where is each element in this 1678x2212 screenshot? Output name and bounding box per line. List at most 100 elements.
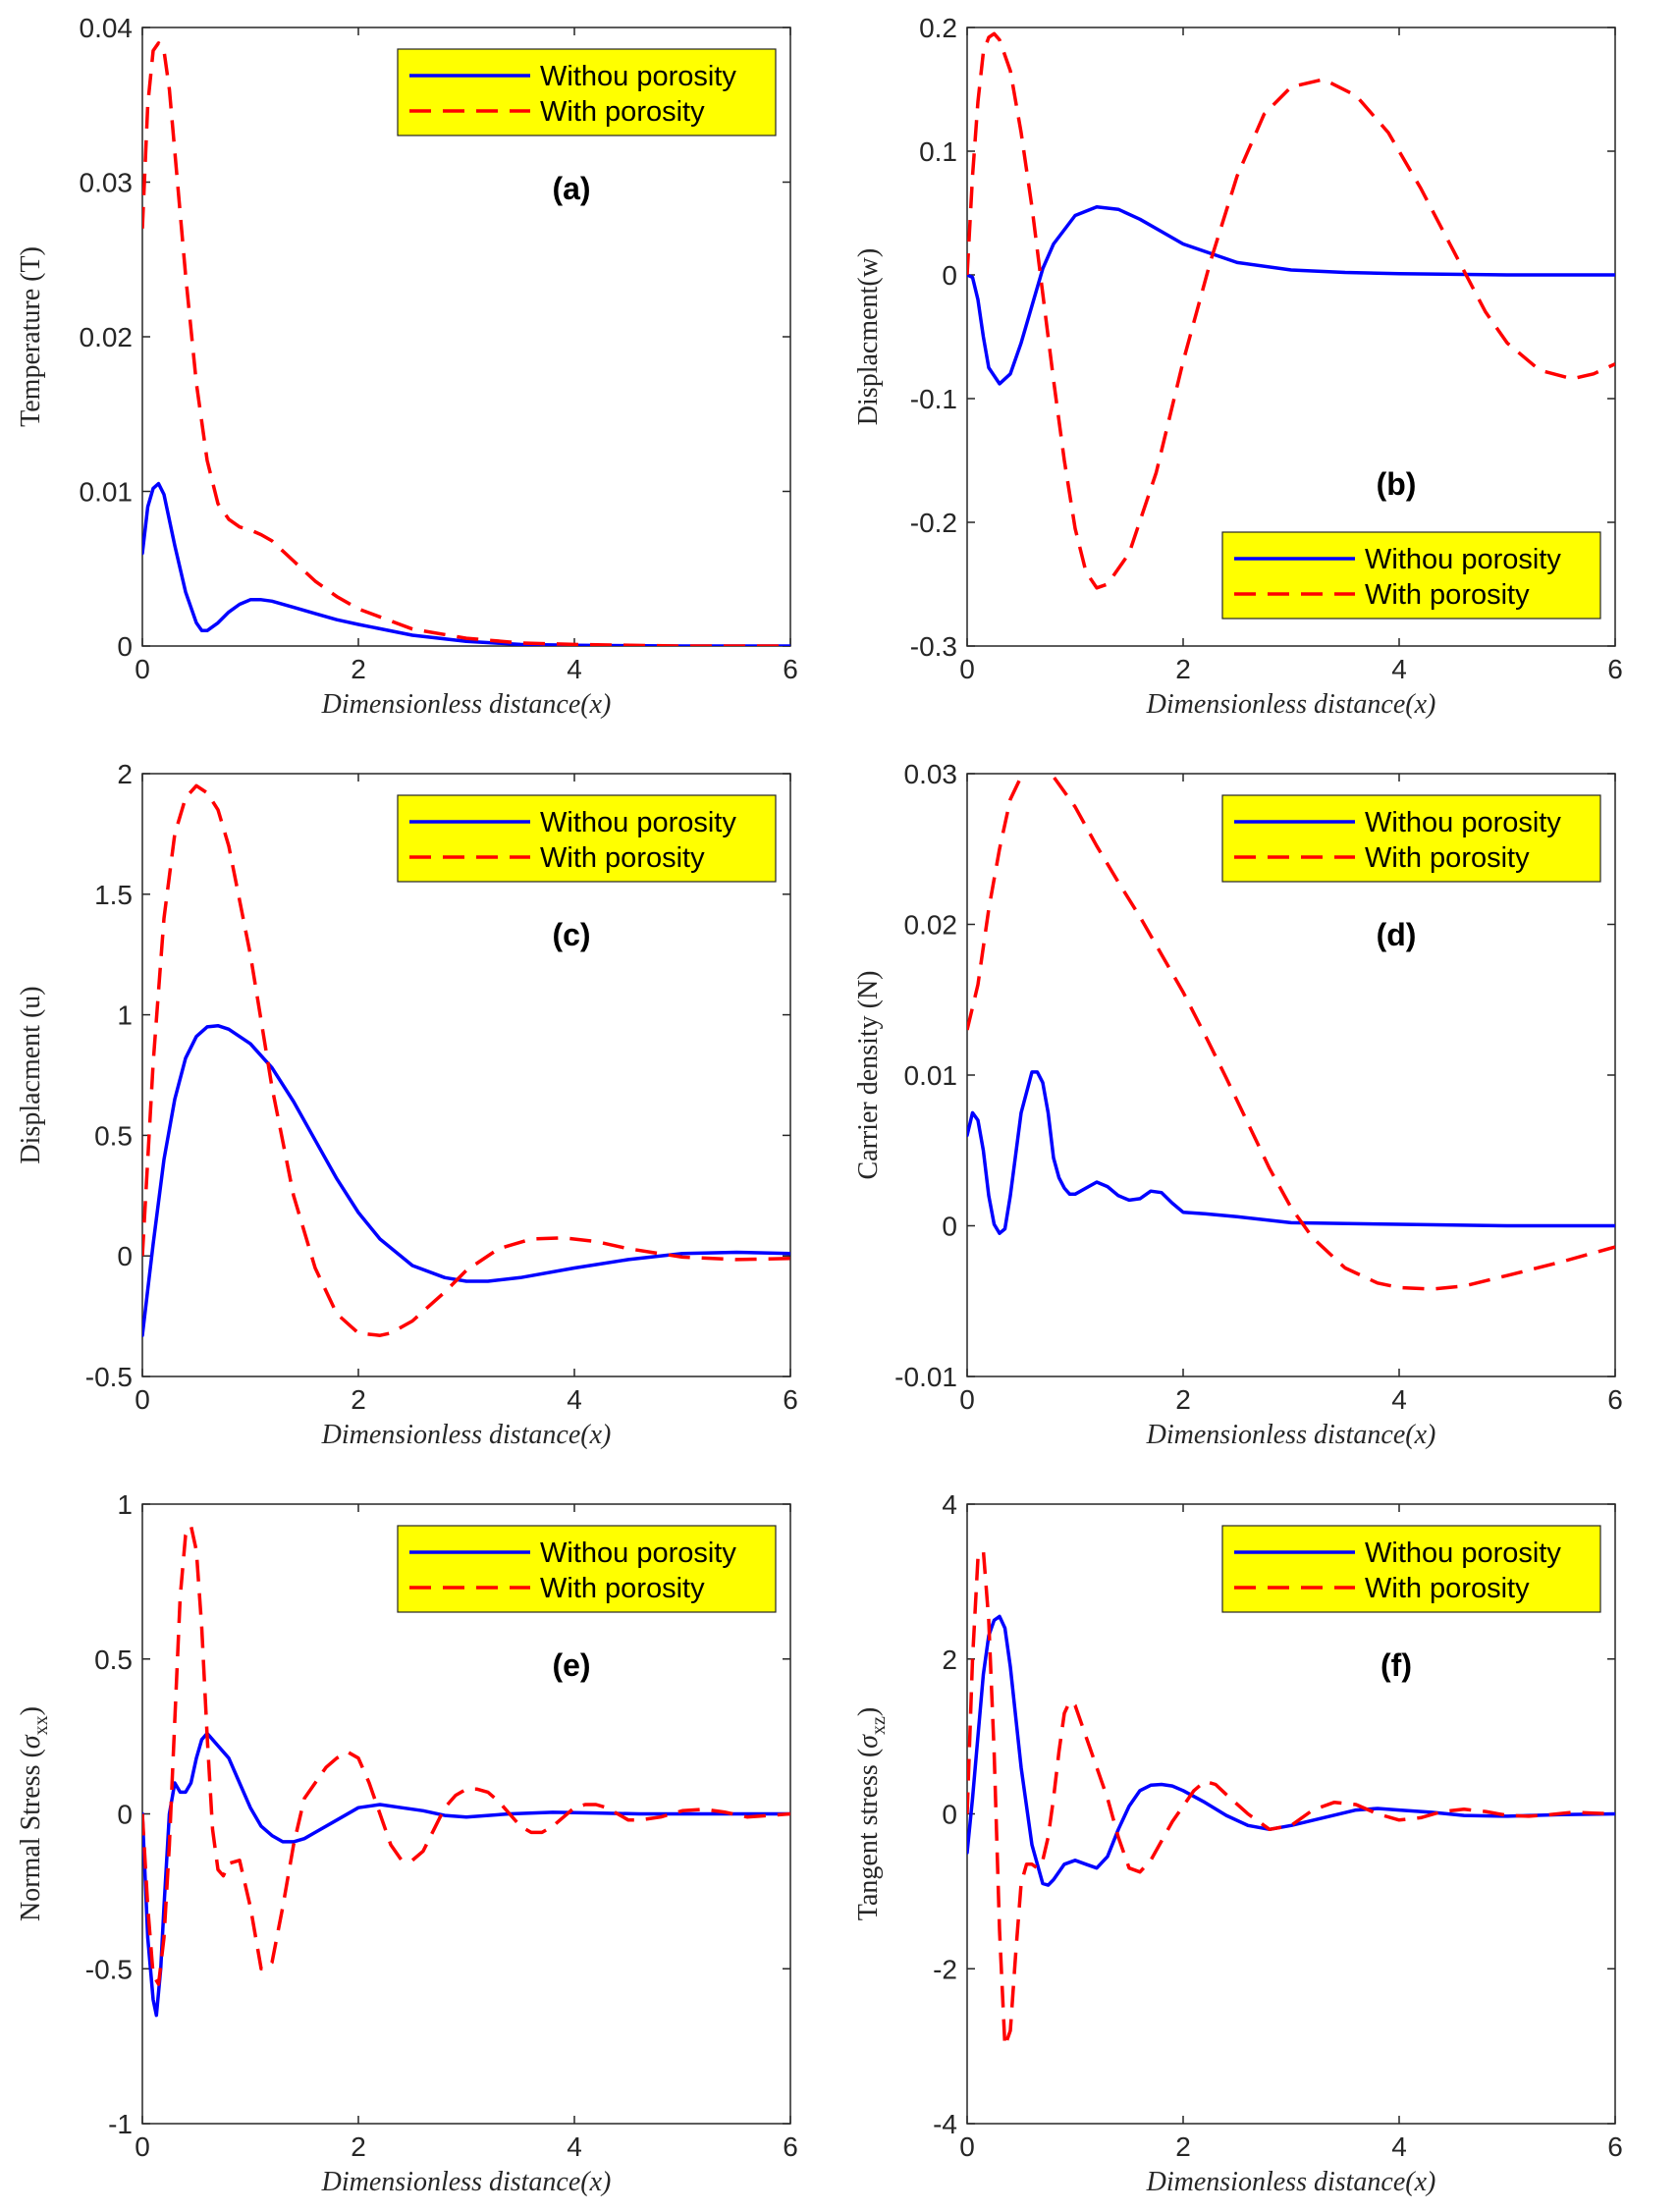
- y-tick-label: 0: [117, 1800, 133, 1830]
- y-tick-label: -0.01: [894, 1362, 957, 1392]
- y-tick-label: 0.2: [919, 13, 957, 43]
- y-tick-label: 2: [117, 759, 133, 789]
- y-tick-label: 0.03: [80, 168, 134, 198]
- x-tick-label: 4: [1391, 654, 1407, 684]
- x-tick-label: 2: [351, 1384, 366, 1415]
- legend-label-without: Withou porosity: [540, 1538, 736, 1569]
- x-tick-label: 4: [567, 654, 582, 684]
- x-tick-label: 2: [351, 654, 366, 684]
- x-tick-label: 2: [1175, 2131, 1191, 2162]
- x-tick-label: 2: [1175, 1384, 1191, 1415]
- y-axis-label: Displacment (u): [16, 986, 46, 1163]
- panel-b: 0 2 4 6 -0.3 -0.2 -0.1 0 0.1 0.2 Dimensionless dis…: [853, 13, 1623, 720]
- panel-label: (b): [1377, 466, 1417, 502]
- y-tick-label: -0.1: [910, 384, 957, 414]
- y-tick-label: 0.01: [904, 1060, 958, 1091]
- series-line-without-porosity: [967, 204, 1615, 386]
- y-axis-label-close: ): [16, 1706, 46, 1715]
- legend: Withou porosity With porosity: [397, 1525, 777, 1613]
- x-axis-label: Dimensionless distance(x): [321, 1420, 612, 1450]
- y-tick-label: 0.5: [94, 1120, 133, 1151]
- series-line-with-porosity: [142, 1524, 790, 1986]
- y-tick-label: 0: [942, 260, 957, 291]
- y-tick-label: 0.03: [904, 759, 958, 789]
- panel-f: 0 2 4 6 -4 -2 0 2 4 Dimensionless distance(x) Tang…: [853, 1489, 1623, 2197]
- series-group-a: [142, 41, 790, 646]
- x-tick-label: 6: [783, 2131, 798, 2162]
- legend-box: [1221, 531, 1601, 620]
- y-axis-label-subscript: xz: [868, 1716, 890, 1735]
- series-line-with-porosity: [967, 774, 1615, 1291]
- y-tick-label: 0.5: [94, 1645, 133, 1675]
- panel-label: (f): [1380, 1647, 1412, 1683]
- panel-label: (e): [552, 1647, 590, 1683]
- y-tick-label: 0.02: [80, 322, 134, 352]
- y-axis-label: Normal Stress (σxx): [16, 1706, 52, 1921]
- x-axis-label: Dimensionless distance(x): [1146, 1420, 1436, 1450]
- x-tick-label: 6: [783, 654, 798, 684]
- legend-box: [1221, 1525, 1601, 1613]
- x-tick-label: 0: [959, 1384, 975, 1415]
- y-tick-label: 0: [942, 1800, 957, 1830]
- legend-label-with: With porosity: [540, 842, 705, 874]
- x-tick-label: 0: [135, 2131, 150, 2162]
- y-tick-label: 1: [117, 1000, 133, 1031]
- y-tick-label: 4: [942, 1489, 957, 1520]
- series-line-without-porosity: [967, 1070, 1615, 1235]
- y-tick-label: -2: [933, 1954, 957, 1984]
- y-tick-label: -1: [108, 2109, 133, 2139]
- panel-label: (d): [1377, 917, 1417, 952]
- legend-label-with: With porosity: [1365, 842, 1530, 874]
- y-tick-label: -0.5: [85, 1362, 133, 1392]
- legend-box: [397, 794, 777, 883]
- y-tick-label: 0.04: [80, 13, 134, 43]
- panel-e: 0 2 4 6 -1 -0.5 0 0.5 1 Dimensionless distance(x)…: [16, 1489, 798, 2197]
- y-axis-label-symbol: σ: [16, 1734, 46, 1749]
- x-axis-label: Dimensionless distance(x): [1146, 2167, 1436, 2197]
- series-group-d: [967, 774, 1615, 1291]
- x-axis-label: Dimensionless distance(x): [321, 2167, 612, 2197]
- legend-label-with: With porosity: [540, 1573, 705, 1604]
- series-group-f: [967, 1548, 1615, 2048]
- x-axis-label: Dimensionless distance(x): [321, 689, 612, 720]
- x-tick-label: 6: [783, 1384, 798, 1415]
- y-axis-label: Carrier density (N): [853, 970, 884, 1179]
- series-group-b: [967, 31, 1615, 590]
- x-tick-label: 6: [1607, 1384, 1623, 1415]
- y-tick-label: -0.2: [910, 508, 957, 538]
- x-tick-label: 6: [1607, 2131, 1623, 2162]
- x-tick-label: 2: [1175, 654, 1191, 684]
- series-group-c: [142, 783, 790, 1337]
- legend: Withou porosity With porosity: [1221, 794, 1601, 883]
- legend-label-without: Withou porosity: [540, 807, 736, 838]
- y-tick-label: 0: [117, 631, 133, 662]
- panel-label: (c): [552, 917, 590, 952]
- y-tick-label: 0.02: [904, 910, 958, 941]
- x-tick-label: 0: [135, 654, 150, 684]
- legend-label-without: Withou porosity: [1365, 807, 1561, 838]
- x-tick-label: 4: [567, 2131, 582, 2162]
- y-tick-label: -4: [933, 2109, 957, 2139]
- series-line-with-porosity: [142, 41, 790, 646]
- series-line-with-porosity: [967, 1548, 1615, 2048]
- series-line-with-porosity: [142, 783, 790, 1337]
- y-axis-label-main: Normal Stress (: [16, 1749, 46, 1921]
- x-tick-label: 4: [1391, 2131, 1407, 2162]
- series-line-with-porosity: [967, 31, 1615, 590]
- y-tick-label: 1: [117, 1489, 133, 1520]
- panel-label: (a): [552, 171, 590, 206]
- x-tick-label: 0: [135, 1384, 150, 1415]
- legend-box: [1221, 794, 1601, 883]
- y-tick-label: 1.5: [94, 880, 133, 910]
- y-tick-label: 0: [942, 1212, 957, 1242]
- y-tick-label: -0.5: [85, 1954, 133, 1984]
- y-tick-label: 0.1: [919, 136, 957, 167]
- legend-label-without: Withou porosity: [540, 61, 736, 92]
- y-axis-label: Displacment(w): [853, 248, 884, 425]
- panel-a: 0 2 4 6 0 0.01 0.02 0.03 0.04 Dimensionless dista…: [16, 13, 798, 720]
- x-tick-label: 0: [959, 2131, 975, 2162]
- legend-label-with: With porosity: [1365, 579, 1530, 611]
- series-line-without-porosity: [142, 1023, 790, 1337]
